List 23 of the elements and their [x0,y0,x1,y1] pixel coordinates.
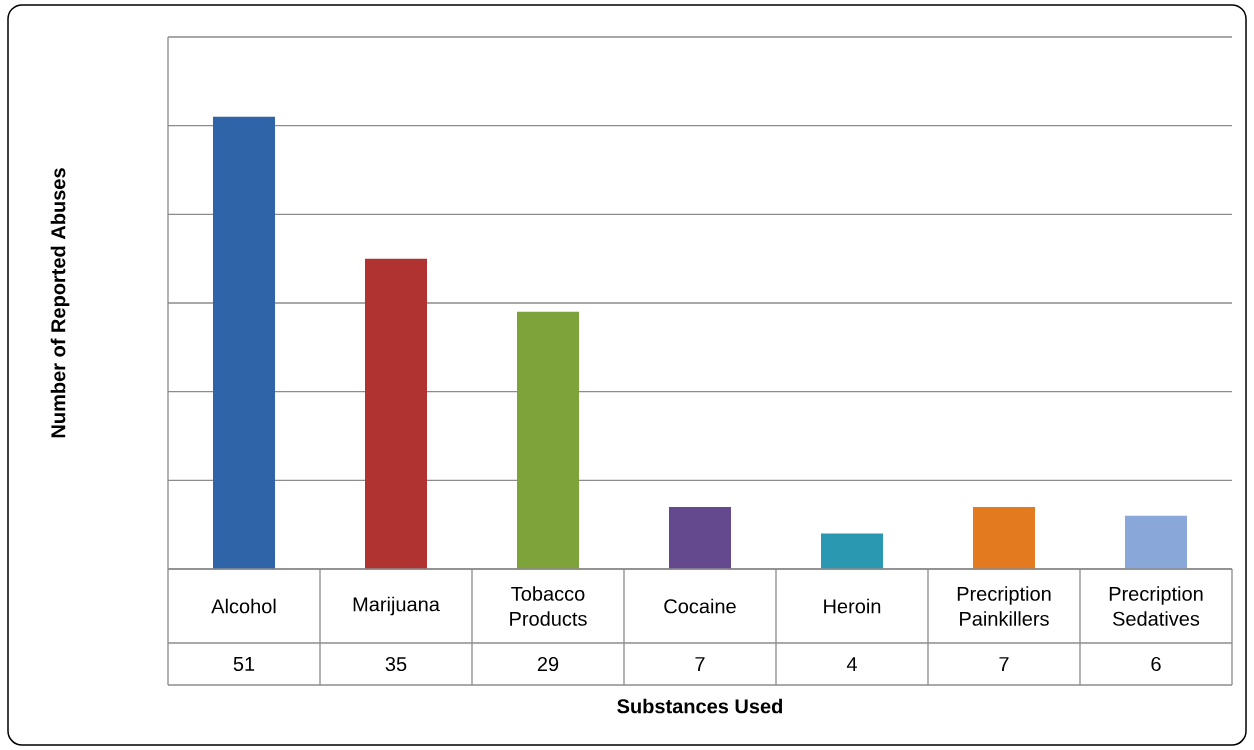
x-tick-label: Alcohol [211,598,276,614]
bar [517,311,579,569]
bar [213,116,275,569]
x-axis-title: Substances Used [617,698,783,714]
x-tick-label: Cocaine [664,598,736,614]
bar [365,258,427,569]
data-label: 7 [695,657,705,671]
bar [1125,515,1187,569]
bar [669,506,731,569]
data-label: 29 [537,656,559,672]
data-label: 4 [846,657,857,671]
x-tick-label: Precription Painkillers [957,586,1051,626]
data-label: 51 [233,657,255,671]
data-label: 6 [1151,656,1161,672]
x-tick-label: Heroin [824,598,881,614]
data-label: 7 [999,657,1009,671]
data-label: 35 [385,656,407,672]
x-tick-label: Marijuana [353,596,440,616]
x-tick-label: Tobacco Products [510,586,587,626]
x-tick-label: Precription Sedatives [1109,586,1203,626]
bar [821,533,883,569]
bar [973,506,1035,569]
y-axis-title: Number of Reported Abuses [50,168,70,438]
